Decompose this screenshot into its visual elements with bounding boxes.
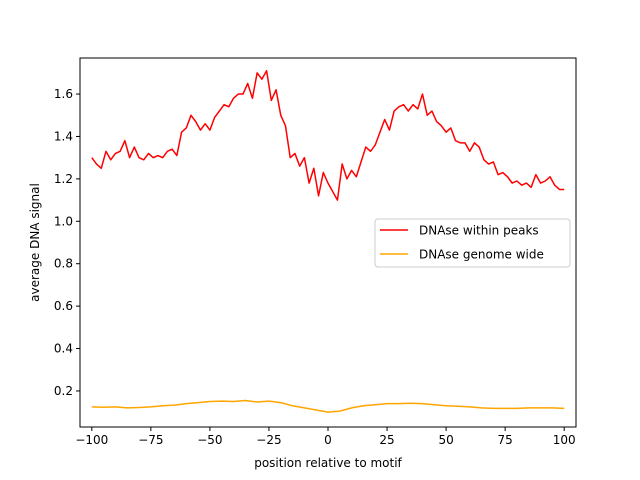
- y-axis-ticks: 0.2 0.4 0.6 0.8 1.0 1.2 1.4 1.6: [54, 87, 80, 398]
- x-tick-label: 75: [498, 433, 513, 447]
- x-tick-label: 0: [324, 433, 332, 447]
- series-layer: [91, 69, 565, 413]
- y-tick-label: 1.2: [54, 172, 73, 186]
- y-tick-label: 1.0: [54, 214, 73, 228]
- x-axis-ticks: −100 −75 −50 −25 0 25 50 75 100: [75, 427, 576, 447]
- y-tick-label: 0.4: [54, 342, 73, 356]
- x-tick-label: −75: [138, 433, 163, 447]
- y-tick-label: 0.8: [54, 257, 73, 271]
- x-tick-label: −100: [75, 433, 108, 447]
- x-axis-label: position relative to motif: [254, 456, 402, 470]
- x-tick-label: 50: [438, 433, 453, 447]
- y-tick-label: 1.6: [54, 87, 73, 101]
- x-tick-label: 25: [379, 433, 394, 447]
- x-tick-label: 100: [553, 433, 576, 447]
- y-tick-label: 1.4: [54, 129, 73, 143]
- y-tick-label: 0.2: [54, 384, 73, 398]
- legend-box: [374, 218, 571, 268]
- legend-label-peaks: DNAse within peaks: [419, 224, 539, 238]
- legend: DNAse within peaks DNAse genome wide: [374, 218, 571, 268]
- y-tick-label: 0.6: [54, 299, 73, 313]
- series-line-peaks: [91, 69, 565, 201]
- x-tick-label: −25: [256, 433, 281, 447]
- legend-label-genome: DNAse genome wide: [419, 248, 544, 262]
- series-line-genome: [91, 399, 565, 413]
- y-axis-label: average DNA signal: [28, 183, 42, 302]
- x-tick-label: −50: [197, 433, 222, 447]
